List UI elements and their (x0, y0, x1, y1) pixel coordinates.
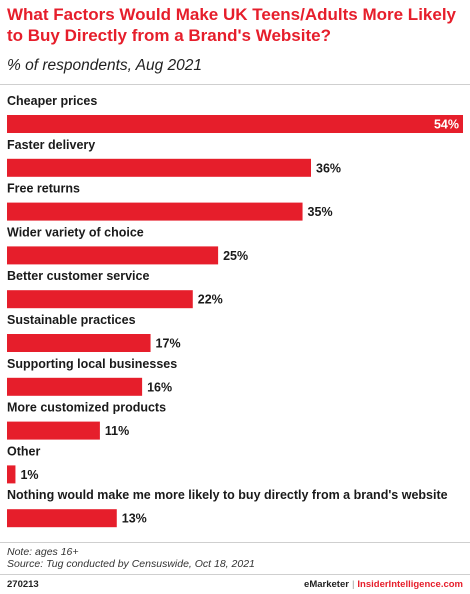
value-label: 16% (147, 380, 172, 394)
value-label: 25% (223, 249, 248, 263)
value-label: 35% (308, 205, 333, 219)
category-label: Supporting local businesses (7, 357, 177, 371)
bar (7, 202, 303, 221)
brand-credit: eMarketer | InsiderIntelligence.com (304, 579, 463, 590)
chart-source: Source: Tug conducted by Censuswide, Oct… (7, 558, 255, 570)
bar (7, 246, 219, 265)
chart-id: 270213 (7, 579, 39, 590)
brand-emarketer: eMarketer (304, 579, 349, 590)
bar (7, 115, 463, 133)
category-label: Wider variety of choice (7, 225, 144, 239)
brand-insiderintelligence: InsiderIntelligence.com (357, 579, 463, 590)
top-divider (0, 84, 470, 85)
chart-title: What Factors Would Make UK Teens/Adults … (7, 5, 456, 45)
value-label: 54% (434, 118, 459, 132)
value-label: 13% (122, 512, 147, 526)
bar (7, 158, 311, 177)
category-label: Better customer service (7, 269, 149, 283)
category-label: Faster delivery (7, 138, 95, 152)
category-label: More customized products (7, 401, 166, 415)
bar (7, 465, 16, 484)
chart-note: Note: ages 16+ (7, 546, 79, 558)
brand-separator: | (351, 579, 355, 590)
category-label: Nothing would make me more likely to buy… (7, 488, 448, 502)
category-label: Other (7, 444, 40, 458)
footer-divider (0, 574, 470, 575)
chart-subtitle: % of respondents, Aug 2021 (7, 57, 203, 74)
category-label: Sustainable practices (7, 313, 136, 327)
bar (7, 509, 117, 528)
category-label: Free returns (7, 182, 80, 196)
value-label: 11% (105, 424, 129, 438)
value-label: 22% (198, 293, 223, 307)
bottom-divider (0, 542, 470, 543)
value-label: 17% (156, 337, 181, 351)
bar-chart: Cheaper prices 54% Faster delivery 36% Free … (7, 94, 463, 528)
bar (7, 290, 193, 309)
value-label: 1% (20, 468, 38, 482)
value-label: 36% (316, 161, 341, 175)
bar (7, 334, 151, 352)
bar (7, 377, 143, 396)
bar (7, 421, 100, 440)
category-label: Cheaper prices (7, 94, 97, 108)
